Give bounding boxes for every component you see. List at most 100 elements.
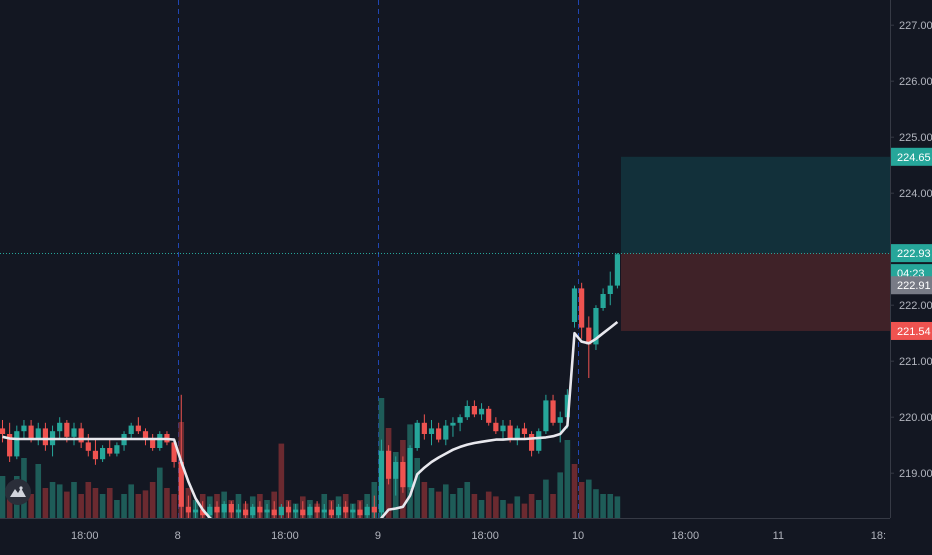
volume-bar [142,490,149,518]
candle-body [171,442,177,462]
candle-body [414,422,420,448]
time-tick-label: 9 [375,530,381,542]
candle-body [264,509,270,513]
volume-bar [78,494,84,518]
candle-body [92,450,99,460]
candle-body [207,506,213,516]
candle-body [185,506,191,513]
candle-body [300,509,306,516]
volume-bar [85,482,92,518]
price-tick-label: 226.00 [899,76,932,88]
volume-bar [164,488,170,518]
candle-body [135,425,141,432]
volume-bar [278,443,285,518]
volume-bar [578,482,585,518]
time-tick-label: 18:00 [271,530,299,542]
candle-body [493,422,499,432]
candle-body [500,425,506,432]
volume-bar [607,494,614,518]
candle-body [35,428,41,440]
volume-bar [414,458,420,518]
volume-bar [493,496,499,518]
price-tick-label: 222.00 [899,300,932,312]
volume-bar [543,479,549,518]
loss-zone [620,253,890,331]
stop-price-tag: 221.54 [897,326,931,338]
time-tick-label: 18:00 [71,530,99,542]
volume-bar [114,500,120,518]
volume-bar [500,500,506,518]
volume-bar [64,491,70,518]
volume-bar [471,494,478,518]
stop-price-tag-bg [891,321,932,340]
candle-body [407,448,413,488]
volume-bar [478,500,485,518]
volume-bar [443,484,449,518]
candle-body [579,288,585,328]
volume-bar [421,482,428,518]
candle-body [21,425,27,432]
volume-bar [92,488,99,518]
volume-bar [593,489,599,518]
volume-bar [528,494,535,518]
candle-body [543,400,549,432]
price-tick-label: 221.00 [899,356,932,368]
volume-bar [99,494,106,518]
mountain-logo-icon [10,486,26,497]
candle-body [507,425,513,440]
candle-body [550,400,556,423]
price-tick-label: 224.00 [899,188,932,200]
candle-body [293,509,299,513]
volume-bar [121,494,127,518]
volume-bar [28,494,34,518]
candle-body [564,394,570,418]
candle-body [428,428,435,434]
candle-body [235,509,242,513]
candle-body [0,428,6,434]
candle-body [471,406,477,415]
current-price-tag-bg [891,276,932,295]
candle-body [571,288,578,322]
candle-body [285,506,292,513]
candle-body [371,506,377,513]
volume-bar [6,494,13,518]
time-tick-label: 10 [572,530,584,542]
candle-body [443,425,449,440]
candle-body [328,509,334,516]
volume-bar [586,479,592,518]
candle-body [514,428,520,440]
volume-bar [56,484,63,518]
entry-price-tag-bg [891,244,932,263]
candle-body [536,431,542,451]
candle-body [64,422,70,437]
candle-body [378,450,385,513]
volume-bar [535,500,542,518]
candle-body [586,327,592,345]
target-price-tag: 224.65 [897,152,931,164]
price-tick-label: 225.00 [899,132,932,144]
volume-bar [135,494,142,518]
volume-bar [428,488,435,518]
candle-body [321,509,327,513]
candle-body [107,448,113,454]
tradingview-logo[interactable] [5,479,31,505]
profit-zone [620,156,890,254]
candle-body [142,431,149,440]
candle-body [7,434,13,457]
volume-bar [600,494,606,518]
target-price-tag-bg [891,147,932,166]
volume-bar [0,476,6,518]
candle-body [228,504,234,513]
candle-body [14,431,20,457]
candle-body [221,504,227,513]
candle-body [78,428,84,443]
candle-body [393,462,399,479]
volume-bar [507,503,513,518]
volume-bar [171,494,177,518]
volume-bar [450,494,456,518]
candle-body [178,462,184,507]
candle-body [400,462,406,488]
